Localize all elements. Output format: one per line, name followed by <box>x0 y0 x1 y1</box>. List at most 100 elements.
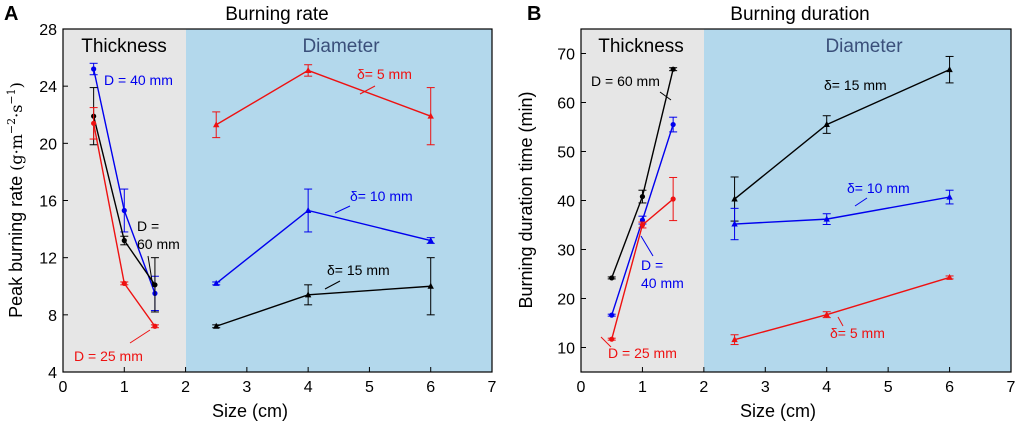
annotation-delta10-leader <box>334 205 351 214</box>
x-tick-label: 5 <box>365 379 374 396</box>
y-tick-label: 20 <box>39 136 57 153</box>
data-point <box>823 215 830 222</box>
data-point <box>152 323 158 329</box>
annotation-d40-line2: 40 mm <box>641 275 684 291</box>
y-tick-label: 24 <box>39 79 57 96</box>
data-point <box>427 237 434 244</box>
annotation-delta15: δ= 15 mm <box>824 77 887 93</box>
x-tick-label: 2 <box>699 379 708 396</box>
annotation-d25: D = 25 mm <box>608 345 677 361</box>
y-tick-label: 70 <box>557 47 575 64</box>
panel-a-diameter-region <box>186 29 492 372</box>
panel-a-annotations: D = 40 mm D = 60 mm D = 25 mm δ= 5 mm δ=… <box>74 66 413 364</box>
data-point <box>609 312 615 318</box>
x-tick-label: 1 <box>638 379 647 396</box>
panel-b-title: Burning duration <box>730 4 869 25</box>
data-point <box>731 195 738 202</box>
x-tick-label: 1 <box>120 379 129 396</box>
y-tick-label: 16 <box>39 194 57 211</box>
panel-a-y-label-unit-a: (g·m <box>7 134 26 171</box>
panel-b-letter: B <box>527 3 541 25</box>
x-tick-label: 3 <box>242 379 251 396</box>
x-tick-label: 4 <box>304 379 313 396</box>
annotation-delta5-leader <box>359 85 376 95</box>
annotation-delta10: δ= 10 mm <box>847 180 910 196</box>
annotation-delta15-leader <box>324 280 341 290</box>
data-point <box>121 237 127 244</box>
panel-a-x-axis-label: Size (cm) <box>212 401 288 421</box>
annotation-delta15: δ= 15 mm <box>327 262 390 278</box>
annotation-d60: D = 60 mm <box>591 73 660 89</box>
data-point <box>639 222 646 228</box>
panel-b-y-axis-label: Burning duration time (min) <box>516 91 536 308</box>
y-tick-label: 4 <box>48 365 57 382</box>
annotation-d60-leader <box>147 255 154 288</box>
data-point <box>91 66 97 72</box>
data-point <box>823 311 830 318</box>
data-point <box>91 120 97 126</box>
data-point <box>670 66 676 72</box>
y-tick-label: 30 <box>557 243 575 260</box>
panel-a-thickness-label: Thickness <box>81 36 167 57</box>
x-tick-label: 2 <box>181 379 190 396</box>
data-point <box>670 121 676 128</box>
data-point <box>213 279 220 286</box>
annotation-d40: D = 40 mm <box>104 72 173 88</box>
panel-b-diameter-region <box>704 29 1011 372</box>
data-point <box>609 336 615 342</box>
annotation-d60-leader <box>659 91 672 101</box>
panel-b-thickness-label: Thickness <box>598 36 684 57</box>
panel-a-y-axis-label: Peak burning rate (g·m−2·s−1) <box>5 82 26 318</box>
annotation-d25-leader <box>600 336 612 348</box>
panel-a-y-label-sup2: −1 <box>5 88 18 104</box>
y-tick-label: 60 <box>557 96 575 113</box>
panel-a-letter: A <box>4 3 18 25</box>
data-point <box>213 322 220 329</box>
y-tick-label: 12 <box>39 251 57 268</box>
panel-a-y-label-unit-b: ·s <box>7 105 26 118</box>
data-point <box>213 121 220 128</box>
annotation-d25-leader <box>129 329 151 344</box>
panel-a-y-label-main: Peak burning rate <box>6 171 26 318</box>
data-point <box>152 282 158 288</box>
annotation-d25: D = 25 mm <box>74 348 143 364</box>
panel-a-title: Burning rate <box>225 4 329 25</box>
data-point <box>304 66 312 73</box>
data-point <box>121 280 127 286</box>
data-point <box>304 207 312 214</box>
y-tick-label: 40 <box>557 194 575 211</box>
data-point <box>639 217 646 223</box>
panel-b-diameter-label: Diameter <box>825 36 903 57</box>
panel-a-diameter-label: Diameter <box>302 36 380 57</box>
annotation-delta10: δ= 10 mm <box>350 188 413 204</box>
y-tick-label: 50 <box>557 145 575 162</box>
y-tick-label: 10 <box>557 341 575 358</box>
data-point <box>946 193 953 200</box>
data-point <box>823 121 830 128</box>
annotation-delta5: δ= 5 mm <box>357 66 412 82</box>
panel-b-annotations: D = 60 mm D = 40 mm D = 25 mm δ= 15 mm δ… <box>591 73 910 361</box>
data-point <box>609 275 615 281</box>
data-point <box>304 291 312 298</box>
y-tick-label: 28 <box>39 22 57 39</box>
annotation-delta5-leader <box>837 316 844 327</box>
data-point <box>121 207 127 214</box>
annotation-delta10-leader <box>854 197 868 207</box>
y-tick-label: 8 <box>48 308 57 325</box>
data-point <box>946 66 953 73</box>
data-point <box>670 196 676 202</box>
annotation-delta5: δ= 5 mm <box>830 325 885 341</box>
panel-b: 0 1 2 3 4 5 6 7 10 20 30 40 50 60 70 B Burning duratio… <box>516 3 1016 421</box>
annotation-d40-leader <box>640 235 654 257</box>
data-point <box>731 220 738 227</box>
x-tick-label: 4 <box>822 379 831 396</box>
annotation-d40-line1: D = <box>641 257 663 273</box>
data-point <box>639 193 646 200</box>
panel-b-x-axis-label: Size (cm) <box>740 401 816 421</box>
panel-a-y-label-close: ) <box>7 82 26 88</box>
x-tick-label: 5 <box>884 379 893 396</box>
data-point <box>946 273 953 280</box>
panel-a-y-label-sup1: −2 <box>5 118 18 134</box>
x-tick-label: 7 <box>1007 379 1016 396</box>
